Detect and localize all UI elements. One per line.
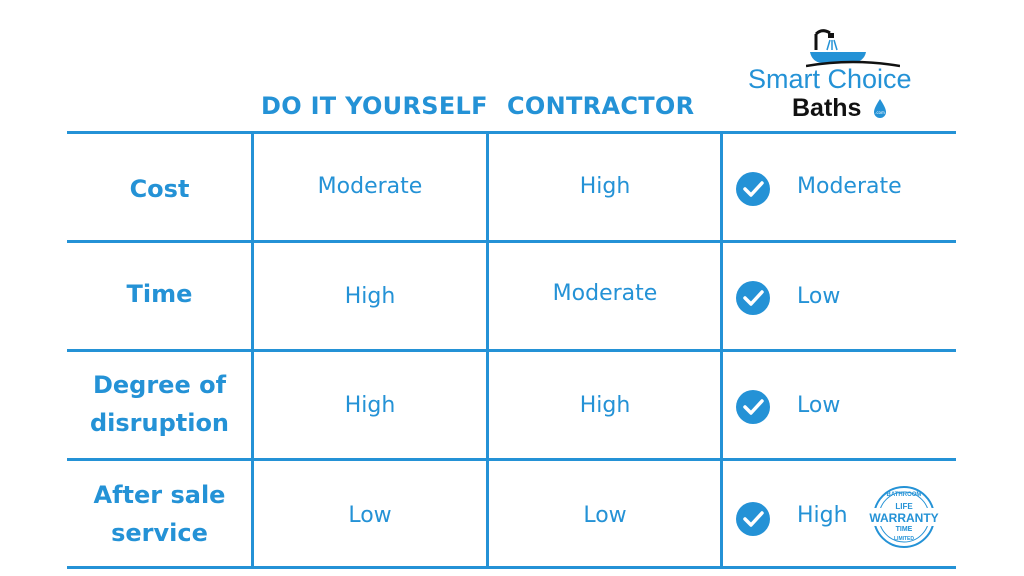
water-drop-icon: .com [874, 99, 886, 118]
badge-bottom-text: LIMITED [894, 536, 914, 542]
badge-life-text: LIFE [895, 502, 913, 511]
row-label-after-sale: After sale service [93, 481, 226, 547]
grid-line [486, 132, 489, 568]
grid-line [67, 131, 956, 134]
bathtub-shower-icon [806, 29, 900, 68]
badge-top-text: BATHROOM [886, 492, 922, 498]
check-circle-icon [736, 502, 770, 536]
badge-ring [863, 486, 945, 548]
grid-line [67, 458, 956, 461]
cell-smart-choice-disruption: Low [797, 393, 841, 418]
check-circle-icon [736, 390, 770, 424]
grid-line [720, 132, 723, 568]
cell-diy-cost: Moderate [317, 174, 423, 199]
cell-diy-time: High [344, 284, 396, 309]
logo-line2: Baths [792, 94, 862, 122]
cell-contractor-cost: High [579, 174, 631, 199]
column-header-diy: DO IT YOURSELF [261, 92, 488, 120]
cell-diy-after-sale: Low [348, 503, 392, 528]
cell-smart-choice-after-sale: High [797, 503, 848, 528]
lifetime-warranty-badge: BATHROOM LIFE WARRANTY TIME LIMITED [863, 484, 945, 550]
grid-line [251, 132, 254, 568]
column-header-contractor: CONTRACTOR [507, 92, 695, 120]
cell-smart-choice-cost: Moderate [797, 174, 902, 199]
badge-time-text: TIME [895, 526, 913, 533]
check-circle-icon [736, 172, 770, 206]
grid-line [67, 240, 956, 243]
cell-contractor-time: Moderate [552, 281, 658, 306]
row-label-cost: Cost [129, 175, 190, 203]
cell-contractor-disruption: High [579, 393, 631, 418]
row-label-disruption: Degree of disruption [89, 371, 230, 437]
grid-line [67, 349, 956, 352]
cell-diy-disruption: High [344, 393, 396, 418]
cell-contractor-after-sale: Low [583, 503, 627, 528]
cell-smart-choice-time: Low [797, 284, 841, 309]
logo-suffix: .com [875, 110, 885, 115]
logo-line1: Smart Choice [748, 64, 912, 94]
row-label-time: Time [126, 280, 193, 308]
smart-choice-baths-logo: Smart Choice Baths .com [748, 28, 938, 123]
check-circle-icon [736, 281, 770, 315]
grid-line [67, 566, 956, 569]
badge-warranty-text: WARRANTY [869, 511, 939, 525]
